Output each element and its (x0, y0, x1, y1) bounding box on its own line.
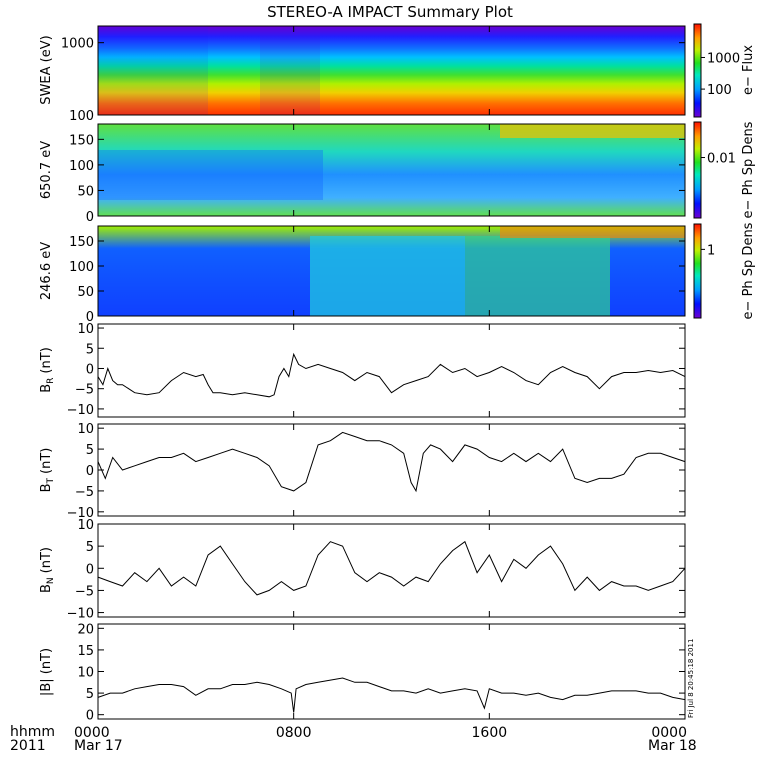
bt-ylabel: BT (nT) (39, 448, 56, 493)
bmag-trace (97, 677, 686, 713)
swea-colorbar-label: e− Flux (741, 45, 756, 95)
ytick-label: 100 (69, 159, 94, 174)
br-ylabel-sub: R (46, 378, 56, 384)
year-label: 2011 (10, 738, 46, 754)
panel-pad246: 150 100 50 0 246.6 eV 1 e− Ph Sp Dens (39, 222, 756, 325)
pad246-ylabel: 246.6 eV (39, 242, 54, 300)
ytick-label: −5 (75, 485, 94, 500)
pad650-colorbar-label: e− Ph Sp Dens (741, 121, 756, 218)
ytick-label: 0 (86, 362, 94, 377)
bmag-ylabel: |B| (nT) (39, 648, 54, 696)
panel-swea: 1000 100 SWEA (eV) 1000 100 e− Flux (39, 23, 756, 124)
pad246-colorbar-label: e− Ph Sp Dens (741, 222, 756, 319)
bt-ylabel-unit: (nT) (39, 448, 54, 474)
pad650-ylabel: 650.7 eV (39, 141, 54, 199)
panel-bmag: 20 15 10 5 0 |B| (nT) Fri Jul 8 20:45:18 201… (39, 622, 695, 723)
swea-dip-region (98, 26, 208, 115)
ytick-label: −5 (75, 584, 94, 599)
time-axis: 0000 0800 1600 0000 (74, 725, 687, 741)
ytick-label: −5 (75, 383, 94, 398)
br-trace (97, 352, 686, 398)
panel-bn: 10 5 0 −5 −10 BN (nT) (39, 518, 686, 622)
bn-ylabel: BN (nT) (39, 547, 56, 593)
ytick-label: −10 (67, 506, 94, 521)
ytick-label: 10 (77, 322, 94, 337)
pad650-spectrogram (98, 124, 685, 216)
swea-ylabel: SWEA (eV) (39, 35, 54, 104)
ytick-label: 1000 (61, 37, 94, 52)
pad246-high-region (500, 226, 685, 238)
ytick-label: 100 (69, 109, 94, 124)
ytick-label: 150 (69, 133, 94, 148)
pad246-mid-region (465, 236, 610, 316)
swea-dip-region (260, 26, 320, 115)
ytick-label: 5 (86, 687, 94, 702)
pad650-low-region (98, 150, 323, 200)
swea-frame (97, 25, 686, 116)
ytick-label: 150 (69, 235, 94, 250)
bn-frame (97, 523, 686, 618)
ytick-label: 10 (77, 518, 94, 533)
br-ylabel: BR (nT) (39, 347, 56, 393)
colorbar-tick-label: 100 (707, 83, 732, 98)
pad246-colorbar (693, 223, 702, 319)
colorbar-tick-label: 0.01 (707, 152, 736, 167)
br-frame (97, 323, 686, 418)
start-date-label: Mar 17 (74, 738, 123, 754)
bn-ylabel-main: B (39, 584, 54, 593)
pad650-frame (97, 123, 686, 217)
ytick-label: 50 (77, 285, 94, 300)
pad246-mid-region (310, 236, 465, 316)
timestamp-stamp: Fri Jul 8 20:45:18 2011 (687, 639, 695, 718)
axis-units-label: hhmm (10, 724, 56, 740)
bn-trace (97, 540, 686, 596)
ytick-label: 20 (77, 622, 94, 637)
pad650-high-region (500, 124, 685, 138)
bt-frame (97, 423, 686, 517)
ytick-label: 0 (86, 210, 94, 225)
bt-ylabel-sub: T (46, 477, 56, 484)
bt-ylabel-main: B (39, 483, 54, 492)
ytick-label: −10 (67, 607, 94, 622)
ytick-label: 50 (77, 184, 94, 199)
ytick-label: 0 (86, 310, 94, 325)
bt-trace (97, 431, 686, 493)
ytick-label: 10 (77, 666, 94, 681)
swea-spectrogram (98, 26, 685, 115)
ytick-label: 10 (77, 422, 94, 437)
pad650-colorbar (693, 121, 702, 219)
colorbar-tick-label: 1000 (707, 51, 740, 66)
bn-ylabel-unit: (nT) (39, 547, 54, 573)
xtick-label: 0800 (276, 725, 312, 741)
ytick-label: 0 (86, 562, 94, 577)
xtick-label: 0000 (74, 725, 110, 741)
ytick-label: 5 (86, 443, 94, 458)
ytick-label: 0 (86, 709, 94, 724)
ytick-label: −10 (67, 403, 94, 418)
br-ylabel-main: B (39, 384, 54, 393)
bn-ylabel-sub: N (46, 577, 56, 584)
panel-pad650: 150 100 50 0 650.7 eV 0.01 e− Ph Sp Dens (39, 121, 756, 225)
ytick-label: 5 (86, 342, 94, 357)
br-ylabel-unit: (nT) (39, 347, 54, 373)
end-date-label: Mar 18 (648, 738, 697, 754)
ytick-label: 5 (86, 540, 94, 555)
colorbar-tick-label: 1 (707, 243, 715, 258)
bmag-frame (97, 623, 686, 720)
pad246-frame (97, 225, 686, 317)
ytick-label: 0 (86, 464, 94, 479)
panel-bt: 10 5 0 −5 −10 BT (nT) (39, 422, 686, 521)
swea-colorbar (693, 23, 702, 118)
xtick-label: 1600 (472, 725, 508, 741)
plot-title: STEREO-A IMPACT Summary Plot (267, 3, 513, 21)
xtick-label: 0000 (651, 725, 687, 741)
ytick-label: 15 (77, 644, 94, 659)
panel-br: 10 5 0 −5 −10 BR (nT) (39, 322, 686, 418)
ytick-label: 100 (69, 260, 94, 275)
